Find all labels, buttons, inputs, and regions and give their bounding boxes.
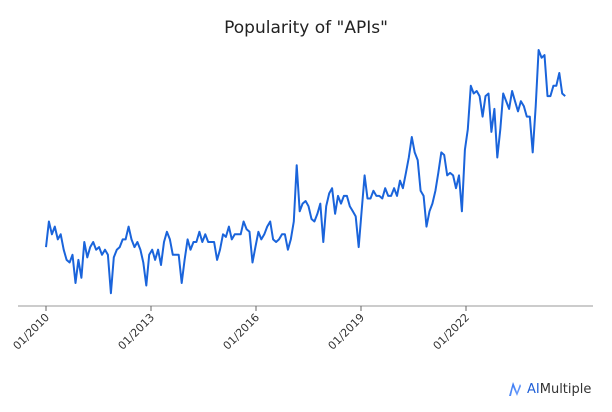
x-tick-label: 01/2022 xyxy=(431,311,473,353)
aimultiple-logo: AIMultiple xyxy=(508,381,591,397)
x-tick-label: 01/2013 xyxy=(116,311,158,353)
x-tick-label: 01/2016 xyxy=(221,311,263,353)
logo-text: AIMultiple xyxy=(527,381,592,397)
x-axis-ticks: 01/2010 01/2013 01/2016 01/2019 01/2022 xyxy=(11,306,473,353)
series-line xyxy=(45,49,566,295)
logo-icon xyxy=(509,382,521,396)
x-tick-label: 01/2010 xyxy=(11,311,53,353)
chart-title: Popularity of "APIs" xyxy=(224,18,388,38)
x-tick-label: 01/2019 xyxy=(326,311,368,353)
data-points xyxy=(46,50,565,293)
